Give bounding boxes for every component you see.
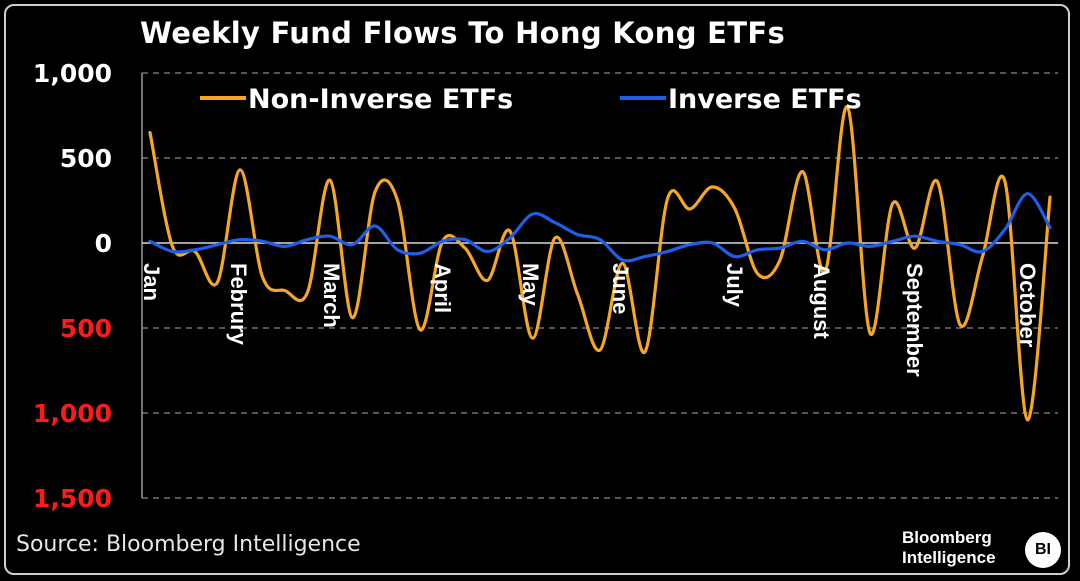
- x-tick-label: April: [430, 263, 455, 313]
- x-tick-label: Jan: [139, 263, 164, 301]
- series-line-inverse-etfs: [148, 192, 1052, 263]
- x-tick-label: October: [1015, 263, 1040, 348]
- x-tick-label: August: [809, 263, 834, 339]
- y-tick-label: 500: [60, 314, 112, 343]
- brand-line-1: Bloomberg: [902, 528, 992, 547]
- x-tick-label: Februry: [226, 263, 251, 346]
- x-tick-label: May: [518, 263, 543, 307]
- y-tick-label: 500: [60, 144, 112, 173]
- y-tick-label: 1,000: [33, 59, 112, 88]
- brand-line-2: Intelligence: [902, 548, 996, 567]
- y-tick-label: 1,500: [33, 484, 112, 513]
- legend-label: Non-Inverse ETFs: [248, 84, 513, 115]
- x-tick-label: July: [722, 263, 747, 308]
- chart-title: Weekly Fund Flows To Hong Kong ETFs: [140, 16, 786, 50]
- brand-logo: Bloomberg Intelligence: [902, 528, 996, 568]
- y-tick-label: 0: [95, 229, 112, 258]
- x-tick-label: September: [902, 263, 927, 377]
- y-tick-label: 1,000: [33, 399, 112, 428]
- brand-badge: BI: [1025, 532, 1061, 568]
- legend-label: Inverse ETFs: [668, 84, 862, 115]
- x-tick-label: March: [319, 263, 344, 328]
- series-line-non-inverse-etfs: [148, 105, 1052, 422]
- chart-frame: [4, 4, 1070, 575]
- source-note: Source: Bloomberg Intelligence: [16, 532, 361, 557]
- x-tick-label: June: [608, 263, 633, 314]
